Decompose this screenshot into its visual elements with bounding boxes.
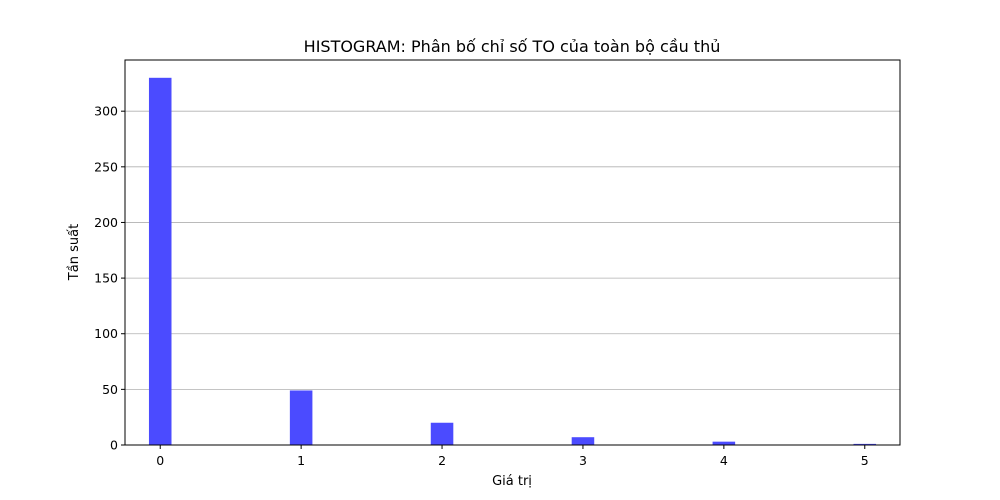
y-tick-label: 250 — [94, 159, 118, 174]
x-axis-ticks: 0 1 2 3 4 5 — [156, 445, 869, 468]
histogram-bar — [571, 437, 595, 445]
y-tick-label: 300 — [94, 104, 118, 119]
y-tick-label: 100 — [94, 326, 118, 341]
y-axis-ticks: 0 50 100 150 200 250 300 — [94, 104, 125, 453]
histogram-bar — [712, 441, 736, 445]
y-gridlines — [125, 110, 900, 390]
y-tick-label: 50 — [102, 382, 118, 397]
y-tick-label: 150 — [94, 271, 118, 286]
x-tick-label: 4 — [720, 453, 728, 468]
x-tick-label: 2 — [438, 453, 446, 468]
y-tick-label: 0 — [110, 438, 118, 453]
histogram-bar — [853, 443, 877, 445]
histogram-bars — [148, 77, 877, 445]
x-tick-label: 1 — [297, 453, 305, 468]
x-tick-label: 3 — [579, 453, 587, 468]
histogram-bar — [289, 390, 313, 445]
y-tick-label: 200 — [94, 215, 118, 230]
y-axis-label: Tần suất — [67, 224, 82, 281]
x-tick-label: 5 — [861, 453, 869, 468]
chart-title: HISTOGRAM: Phân bố chỉ số TO của toàn bộ… — [304, 37, 721, 56]
histogram-bar — [430, 422, 454, 445]
x-tick-label: 0 — [156, 453, 164, 468]
x-axis-label: Giá trị — [492, 474, 532, 489]
histogram-bar — [148, 77, 172, 445]
plot-frame — [124, 59, 901, 446]
